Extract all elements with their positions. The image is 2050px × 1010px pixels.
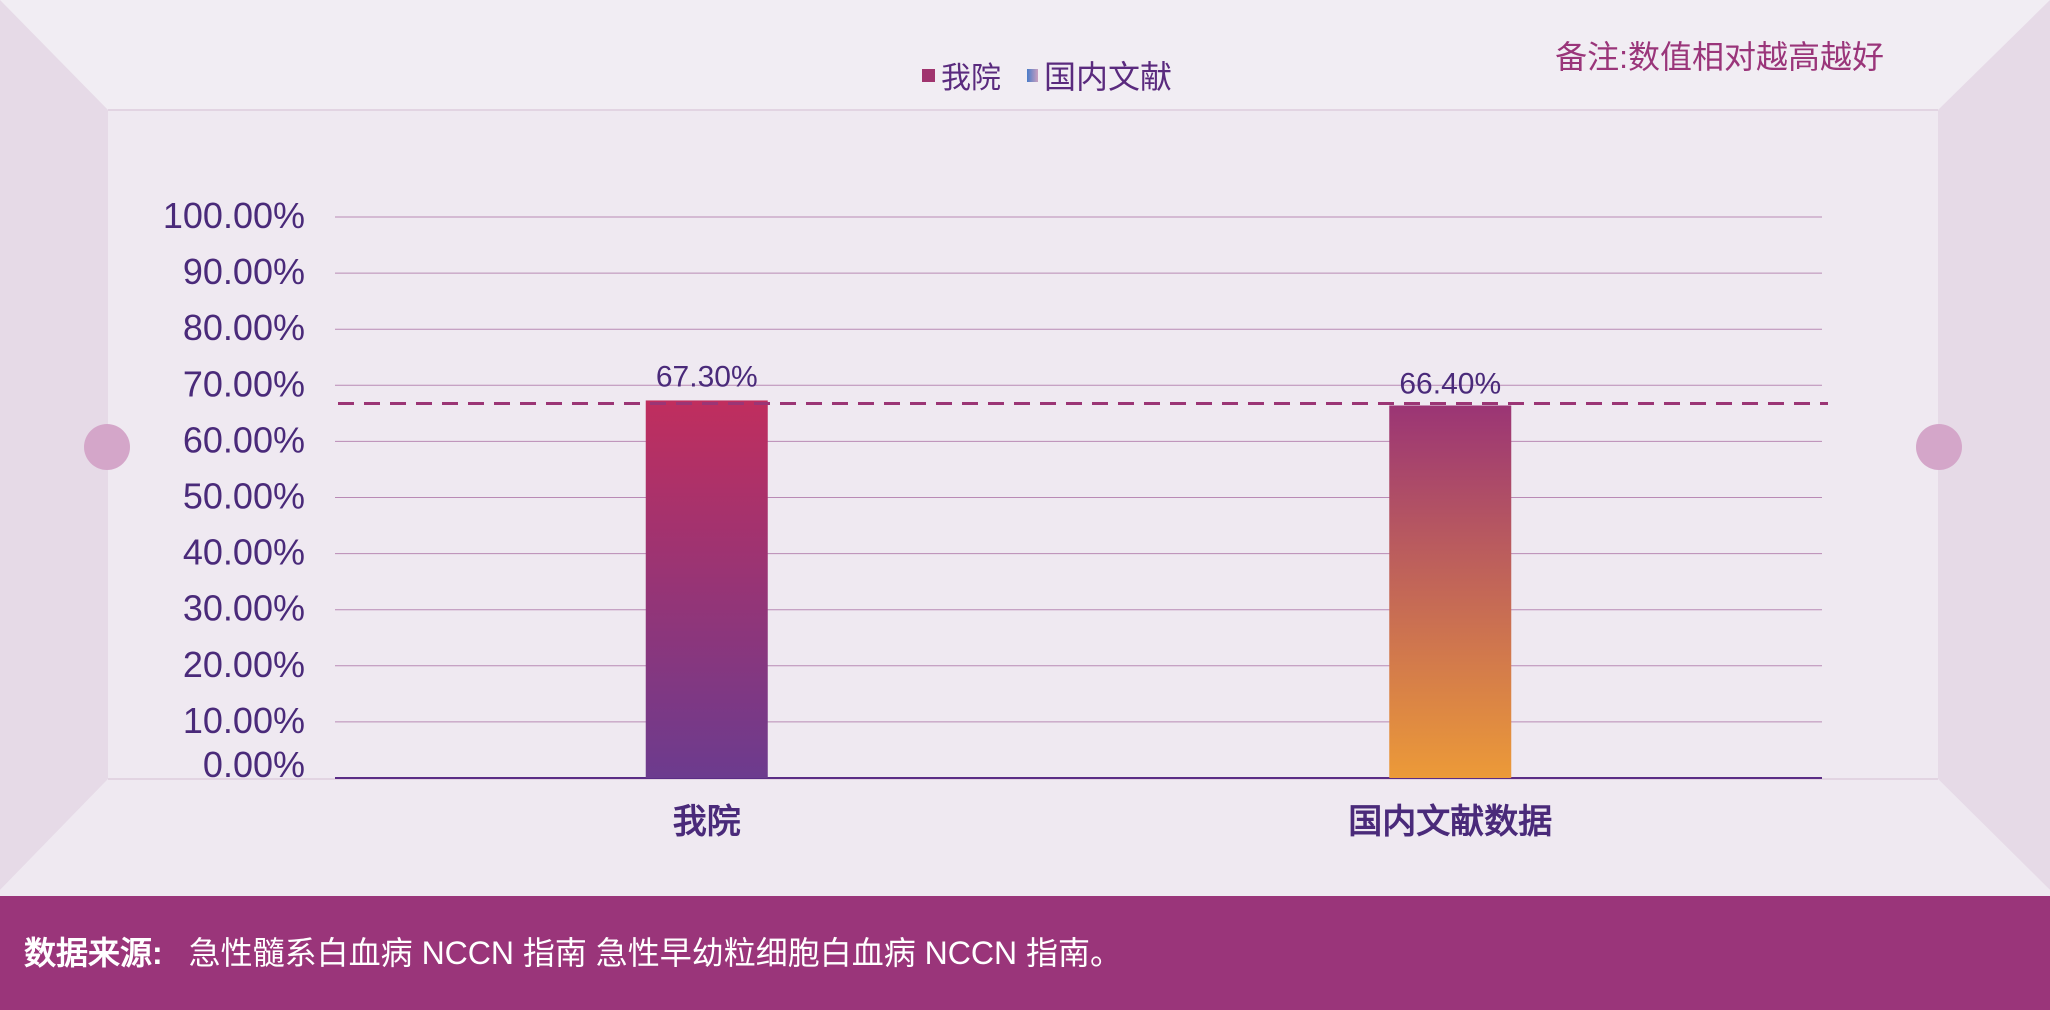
frame-panel-left [0,0,108,890]
y-tick-label: 30.00% [183,588,305,629]
frame-panel-bottom [0,779,2050,890]
y-tick-label: 20.00% [183,644,305,685]
frame-panel-right [1938,0,2050,890]
legend-item-hospital: 我院 [922,53,1001,97]
bar [645,400,768,778]
y-tick-label: 0.00% [203,744,305,785]
right-handle-dot [1916,424,1962,470]
legend: 我院 国内文献 [922,52,1198,98]
data-source-text: 急性髓系白血病 NCCN 指南 急性早幼粒细胞白血病 NCCN 指南。 [188,935,1123,971]
frame-inner-panel [108,110,1938,779]
bar [1389,405,1512,778]
legend-swatch [922,68,935,82]
y-tick-label: 100.00% [163,195,305,236]
data-source-footer: 数据来源: 急性髓系白血病 NCCN 指南 急性早幼粒细胞白血病 NCCN 指南。 [0,896,2050,1010]
y-tick-label: 70.00% [183,363,305,404]
x-tick-label: 我院 [673,802,741,841]
left-handle-dot [84,424,130,470]
y-tick-label: 10.00% [183,700,305,741]
bar-value-label: 67.30% [656,360,758,393]
frame-panel-top [0,0,2050,110]
note-text: 备注:数值相对越高越好 [1555,39,1884,75]
legend-label: 我院 [941,62,1001,95]
legend-item-literature: 国内文献 [1027,52,1172,98]
legend-swatch [1027,68,1038,82]
data-source-label: 数据来源: [24,935,163,971]
y-tick-label: 80.00% [183,307,305,348]
y-tick-label: 90.00% [183,251,305,292]
legend-label: 国内文献 [1044,59,1173,95]
y-tick-label: 40.00% [183,532,305,573]
bar-value-label: 66.40% [1399,367,1501,400]
x-tick-label: 国内文献数据 [1348,803,1552,841]
y-tick-label: 60.00% [183,419,305,460]
y-tick-label: 50.00% [183,476,305,517]
